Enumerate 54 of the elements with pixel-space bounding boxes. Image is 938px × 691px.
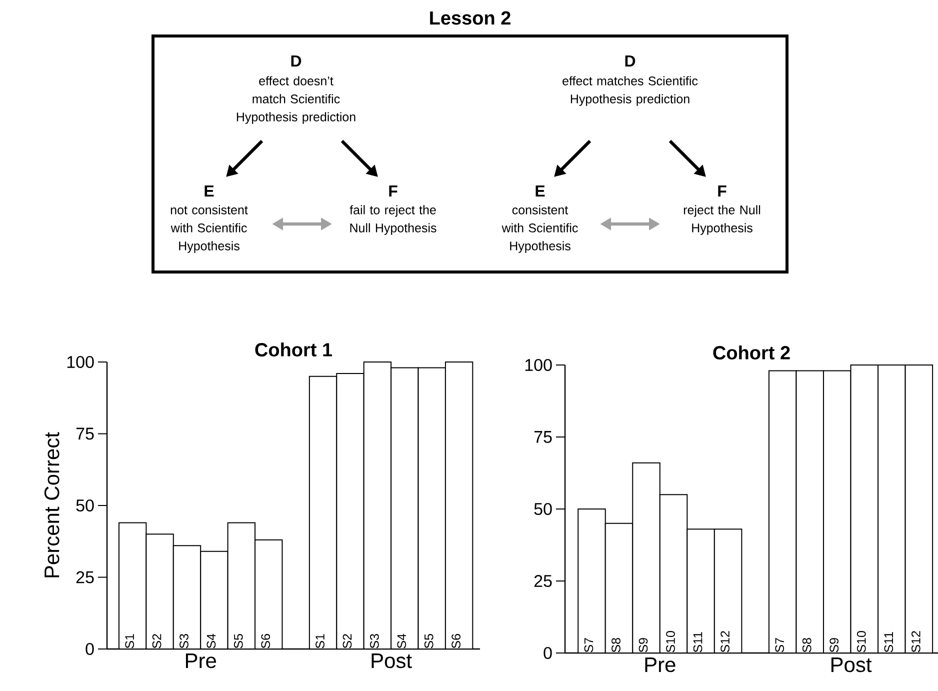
y-tick-label: 0 [86, 642, 94, 656]
chart-title: Cohort 2 [713, 346, 790, 360]
y-tick-label: 50 [534, 502, 552, 516]
x-tick-label: S1 [125, 634, 134, 648]
x-tick-label: S6 [452, 634, 460, 648]
text: F [389, 186, 398, 197]
x-tick-label: S2 [152, 634, 162, 648]
text: not consistent with Scientific Hypothesis [170, 205, 248, 253]
x-tick-label: S12 [720, 631, 730, 652]
text: Pre [186, 654, 216, 668]
x-tick-label: S7 [584, 638, 594, 652]
x-tick-label: S11 [693, 632, 702, 652]
x-tick-label: S6 [261, 634, 270, 648]
y-tick-label: 25 [76, 571, 94, 584]
text: D [291, 56, 302, 67]
text: reject the Null Hypothesis [684, 205, 760, 235]
text: E [536, 186, 545, 197]
x-tick-label: S9 [830, 638, 839, 652]
text: D [625, 56, 636, 67]
y-tick-label: 75 [76, 428, 94, 440]
y-tick-label: 25 [534, 574, 552, 588]
y-axis-title: Percent Correct [44, 432, 60, 578]
y-tick-label: 75 [534, 431, 552, 443]
x-tick-label: S12 [911, 631, 920, 652]
y-tick-label: 0 [544, 646, 552, 660]
x-tick-label: S4 [397, 634, 406, 648]
text: consistent with Scientific Hypothesis [502, 205, 578, 253]
x-tick-label: S10 [666, 631, 675, 652]
y-tick-label: 50 [76, 499, 94, 512]
text: Post [831, 658, 872, 672]
text: effect doesn’t match Scientific Hypothesis prediction [236, 76, 356, 124]
x-tick-label: S9 [638, 638, 648, 652]
text: Lesson 2 [430, 11, 510, 25]
x-tick-label: S3 [180, 634, 188, 648]
text: effect matches Scientific Hypothesis prediction [562, 76, 698, 106]
x-tick-label: S11 [884, 632, 894, 652]
x-tick-label: S3 [370, 634, 379, 648]
text: fail to reject the Null Hypothesis [350, 205, 436, 235]
text: E [204, 186, 214, 197]
x-tick-label: S4 [206, 634, 216, 648]
text: F [718, 186, 726, 197]
chart-title: Cohort 1 [255, 342, 332, 356]
text: Pre [645, 658, 676, 672]
x-tick-label: S5 [424, 634, 434, 648]
x-tick-label: S8 [612, 638, 620, 652]
x-tick-label: S10 [856, 631, 866, 652]
text: Post [372, 654, 412, 668]
x-tick-label: S5 [234, 634, 243, 648]
y-tick-label: 100 [525, 358, 552, 372]
x-tick-label: S7 [775, 638, 784, 652]
y-tick-label: 100 [67, 356, 94, 368]
x-tick-label: S8 [802, 638, 812, 652]
x-tick-label: S2 [342, 634, 352, 648]
x-tick-label: S1 [316, 634, 324, 648]
